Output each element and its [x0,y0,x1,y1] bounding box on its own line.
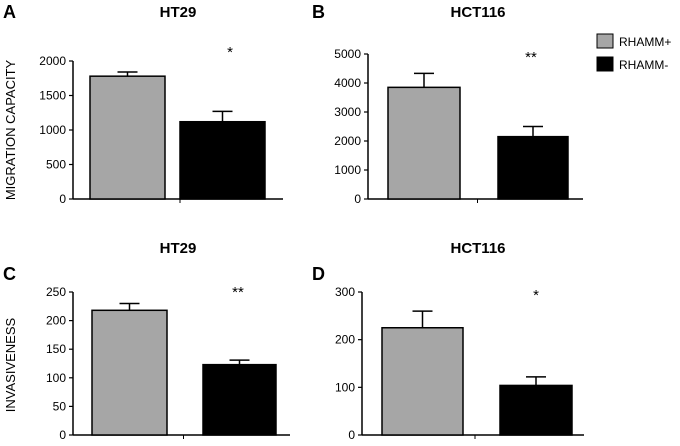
y-tick-label: 300 [335,285,355,299]
legend-label-rhamm-plus: RHAMM+ [619,35,671,49]
legend-swatch-rhamm-minus [596,56,614,72]
legend-label-rhamm-minus: RHAMM- [619,58,668,72]
y-tick-label: 1000 [39,123,66,137]
bar-rhamm-plus [89,75,166,200]
y-tick-label: 100 [46,371,66,385]
panel-d: D HCT116 0 100 200 300 * [312,240,584,442]
y-tick-label: 200 [46,314,66,328]
significance-marker: ** [525,49,537,66]
panel-letter: D [312,264,325,284]
significance-marker: * [533,287,539,304]
y-tick-label: 1000 [334,163,361,177]
y-tick-label: 0 [59,428,66,442]
y-tick-label: 0 [354,192,361,206]
bar-rhamm-plus [387,86,461,200]
panel-title: HT29 [160,240,197,257]
significance-marker: ** [232,284,244,301]
panel-letter: B [312,2,325,22]
y-tick-label: 3000 [334,105,361,119]
y-tick-label: 150 [46,342,66,356]
bar-rhamm-minus [202,363,277,436]
bar-rhamm-plus [91,309,168,436]
legend: RHAMM+ RHAMM- [596,33,671,72]
bar-rhamm-minus [499,384,573,436]
y-tick-label: 5000 [334,47,361,61]
y-tick-label: 2000 [39,54,66,68]
legend-swatch-rhamm-plus [596,33,614,49]
significance-marker: * [227,44,233,61]
y-tick-label: 4000 [334,76,361,90]
panel-c: C HT29 0 50 100 150 200 250 ** [3,240,290,442]
y-tick-label: 0 [59,192,66,206]
panel-letter: A [3,2,16,22]
panel-title: HCT116 [450,240,505,257]
row-label-migration: MIGRATION CAPACITY [3,59,18,200]
y-tick-label: 100 [335,380,355,394]
panel-a: A HT29 0 500 1000 1500 2000 * [3,2,283,206]
bar-rhamm-minus [497,135,569,200]
panel-b: B HCT116 0 1000 2000 3000 4000 5000 ** [312,2,583,206]
panel-title: HCT116 [450,4,505,21]
row-label-invasiveness: INVASIVENESS [3,317,18,412]
y-tick-label: 200 [335,333,355,347]
y-tick-label: 250 [46,285,66,299]
y-tick-label: 500 [46,158,66,172]
y-tick-label: 0 [348,428,355,442]
bar-rhamm-minus [179,120,266,200]
bar-rhamm-plus [381,327,464,436]
y-tick-label: 1500 [39,89,66,103]
y-tick-label: 50 [53,399,67,413]
panel-letter: C [3,264,16,284]
panel-title: HT29 [160,4,197,21]
y-tick-label: 2000 [334,134,361,148]
